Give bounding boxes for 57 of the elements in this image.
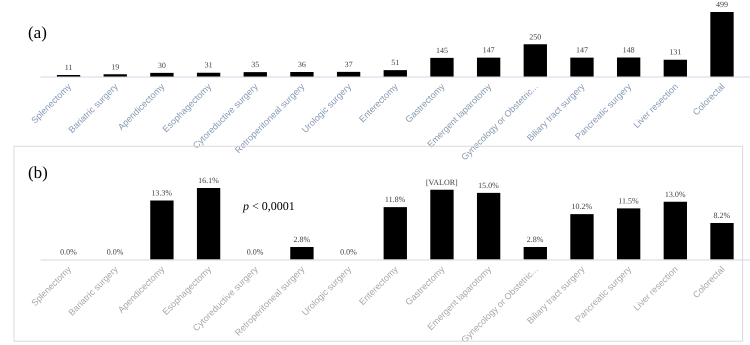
data-label: 19 bbox=[111, 62, 120, 72]
data-label: 8.2% bbox=[713, 211, 730, 220]
data-label: 145 bbox=[436, 46, 448, 55]
data-label: 11 bbox=[64, 63, 72, 72]
data-label: 147 bbox=[482, 46, 495, 55]
data-label: 0.0% bbox=[60, 247, 78, 256]
bar bbox=[384, 70, 407, 77]
data-label: 250 bbox=[529, 32, 542, 42]
text: (a) bbox=[28, 23, 47, 42]
bar bbox=[616, 58, 640, 77]
bar bbox=[570, 58, 594, 77]
data-label: 0.0% bbox=[246, 247, 264, 256]
bar bbox=[664, 60, 687, 77]
data-label: 499 bbox=[716, 0, 728, 10]
data-label: 10.2% bbox=[571, 202, 592, 212]
bar bbox=[430, 58, 454, 77]
data-label: 11.5% bbox=[618, 196, 639, 206]
bar bbox=[290, 72, 314, 77]
bar bbox=[524, 44, 547, 77]
bar bbox=[290, 246, 314, 260]
bar bbox=[150, 200, 174, 260]
data-label: [VALOR] bbox=[426, 178, 458, 187]
bar bbox=[710, 12, 734, 77]
data-label: 148 bbox=[622, 46, 635, 55]
data-label: 16.1% bbox=[198, 176, 220, 186]
data-label: 131 bbox=[669, 48, 682, 57]
data-label: 35 bbox=[251, 60, 260, 70]
bar bbox=[476, 58, 500, 77]
bar bbox=[524, 246, 547, 260]
data-label: 37 bbox=[344, 60, 353, 69]
bar bbox=[476, 192, 500, 260]
data-label: 31 bbox=[204, 60, 213, 70]
data-label: 13.3% bbox=[151, 188, 172, 198]
chart-title: (b) bbox=[28, 163, 48, 182]
data-label: 36 bbox=[298, 60, 306, 70]
annotation: p < 0,0001 bbox=[242, 199, 295, 213]
bar bbox=[384, 207, 407, 260]
bar bbox=[196, 72, 220, 77]
data-label: 15.0% bbox=[478, 180, 500, 190]
data-label: 2.8% bbox=[293, 234, 310, 244]
bar bbox=[150, 72, 174, 77]
data-label: 147 bbox=[576, 46, 588, 55]
data-label: 51 bbox=[391, 58, 400, 68]
data-label: 13.0% bbox=[664, 190, 686, 199]
bar bbox=[430, 190, 454, 260]
bar bbox=[710, 223, 734, 260]
bar bbox=[616, 208, 640, 260]
bar bbox=[664, 202, 687, 260]
data-label: 11.8% bbox=[384, 195, 406, 204]
data-label: 2.8% bbox=[526, 234, 544, 244]
bar bbox=[336, 72, 360, 77]
data-label: 30 bbox=[158, 60, 166, 70]
data-label: 0.0% bbox=[340, 247, 358, 256]
bar bbox=[196, 188, 220, 260]
data-label: 0.0% bbox=[106, 247, 124, 256]
bar bbox=[244, 72, 267, 77]
bar bbox=[570, 214, 594, 260]
